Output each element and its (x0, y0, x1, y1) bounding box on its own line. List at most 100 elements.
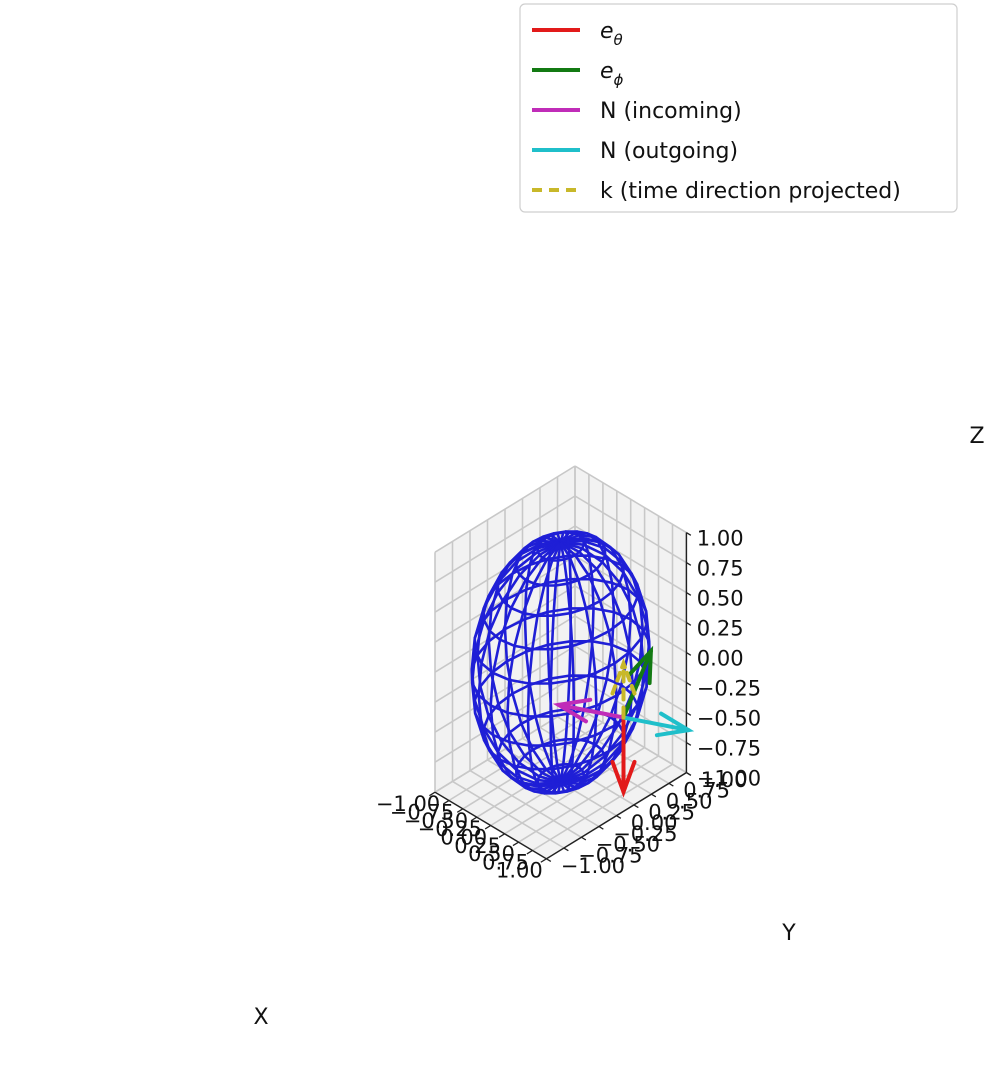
legend-label: eϕ (600, 59, 624, 89)
y-axis-label: Y (781, 921, 796, 946)
z-tick-label: 0.00 (697, 647, 744, 671)
vector-arrowhead (654, 711, 695, 738)
x-tick-mark (470, 816, 478, 822)
x-tick-mark (484, 824, 492, 830)
x-tick-mark (442, 799, 450, 805)
legend-entry: N (outgoing) (532, 139, 738, 164)
sphere-meridian-line (546, 531, 562, 783)
vector-shaft (621, 649, 653, 720)
tick-labels: −1.00−1.00−1.00−0.75−0.75−0.75−0.50−0.50… (376, 527, 761, 883)
grid-line (518, 755, 659, 843)
y-tick-label: 0.75 (683, 779, 730, 803)
vector-arrows (552, 645, 695, 798)
legend-label: k (time direction projected) (600, 179, 901, 204)
sphere-meridian-line (523, 533, 562, 784)
y-tick-mark (616, 815, 622, 819)
vector-arrow-4 (610, 657, 637, 720)
sphere-meridian-line (506, 541, 562, 793)
y-tick-label: −1.00 (561, 854, 625, 878)
axis-labels: X Y Z (253, 424, 984, 1030)
z-tick-mark (686, 622, 692, 626)
y-tick-mark (581, 836, 587, 841)
y-tick-label: −0.25 (613, 822, 677, 846)
x-axis-label: X (253, 1005, 268, 1030)
z-tick-label: 0.50 (697, 587, 744, 611)
x-tick-label: 1.00 (496, 859, 543, 883)
legend-label: eθ (600, 19, 623, 49)
sphere-meridian-line (526, 541, 562, 795)
legend-label: N (incoming) (600, 99, 742, 124)
vector-arrow-3 (621, 711, 695, 738)
z-tick-label: −1.00 (697, 767, 761, 791)
legend-entry: k (time direction projected) (532, 179, 901, 204)
z-tick-label: −0.75 (697, 737, 761, 761)
grid-line (504, 746, 646, 835)
y-tick-label: −0.50 (596, 833, 660, 857)
z-tick-mark (686, 652, 692, 656)
grid-line (434, 465, 576, 553)
y-tick-mark (546, 858, 552, 863)
z-tick-label: −0.50 (697, 707, 761, 731)
grid-line (434, 495, 576, 583)
x-tick-label: 0.50 (468, 842, 515, 866)
vector-arrow-2 (552, 697, 626, 724)
x-tick-label: −0.50 (404, 809, 468, 833)
y-tick-mark (686, 772, 692, 776)
grid-line (532, 763, 673, 852)
y-tick-label: −0.75 (578, 843, 642, 867)
sphere-meridian-line (559, 530, 595, 783)
sphere-meridian-line (560, 541, 634, 786)
x-tick-mark (456, 808, 464, 813)
y-tick-label: 0.50 (666, 790, 713, 814)
legend-entry: eϕ (532, 59, 624, 89)
x-tick-label: 0.75 (482, 850, 529, 874)
z-tick-mark (686, 532, 692, 536)
vector-arrow-0 (610, 715, 637, 798)
y-axis-line (546, 772, 687, 860)
y-tick-label: 0.25 (648, 800, 695, 824)
axis-lines (429, 532, 692, 863)
vector-arrow-1 (621, 645, 654, 720)
grid-line (574, 705, 687, 774)
x-tick-mark (512, 841, 519, 847)
y-tick-mark (563, 847, 569, 852)
z-tick-label: 0.25 (697, 617, 744, 641)
x-tick-mark (540, 858, 547, 863)
vector-arrowhead (627, 645, 654, 686)
sphere-meridian-line (489, 541, 562, 791)
y-tick-mark (598, 825, 604, 830)
z-tick-label: −0.25 (697, 677, 761, 701)
y-tick-mark (633, 804, 639, 809)
legend-box (519, 3, 958, 213)
grid-line (539, 726, 652, 795)
sphere-meridian-line (476, 541, 562, 784)
sphere-meridian-line (559, 533, 633, 784)
y-tick-mark (651, 793, 657, 798)
x-tick-mark (498, 833, 505, 838)
sphere-meridian-line (559, 541, 598, 791)
grid-line (557, 716, 670, 785)
vector-arrowhead (552, 697, 593, 724)
x-tick-mark (429, 791, 436, 797)
sphere-meridian-line (560, 539, 651, 784)
vector-arrowhead (610, 759, 637, 798)
x-tick-label: −1.00 (376, 792, 440, 816)
z-axis-label: Z (969, 424, 984, 449)
z-tick-mark (686, 712, 692, 716)
x-tick-label: 0.25 (454, 834, 501, 858)
sphere-meridian-line (470, 541, 562, 786)
x-tick-mark (526, 849, 533, 855)
z-tick-label: 1.00 (697, 527, 744, 551)
x-tick-label: 0.00 (440, 825, 487, 849)
z-tick-mark (686, 592, 692, 596)
legend: eθ eϕ N (incoming) N (outgoing) k (time dire… (519, 3, 958, 213)
y-tick-mark (668, 782, 674, 787)
z-tick-mark (686, 562, 692, 566)
vector-arrowhead (610, 657, 637, 696)
vector-shaft (556, 702, 626, 720)
sphere-meridian-line (559, 532, 616, 784)
grid-line (574, 495, 687, 564)
legend-label: N (outgoing) (600, 139, 738, 164)
z-tick-label: 0.75 (697, 557, 744, 581)
